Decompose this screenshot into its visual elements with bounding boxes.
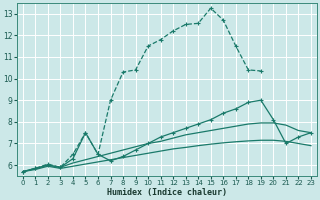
X-axis label: Humidex (Indice chaleur): Humidex (Indice chaleur) (107, 188, 227, 197)
